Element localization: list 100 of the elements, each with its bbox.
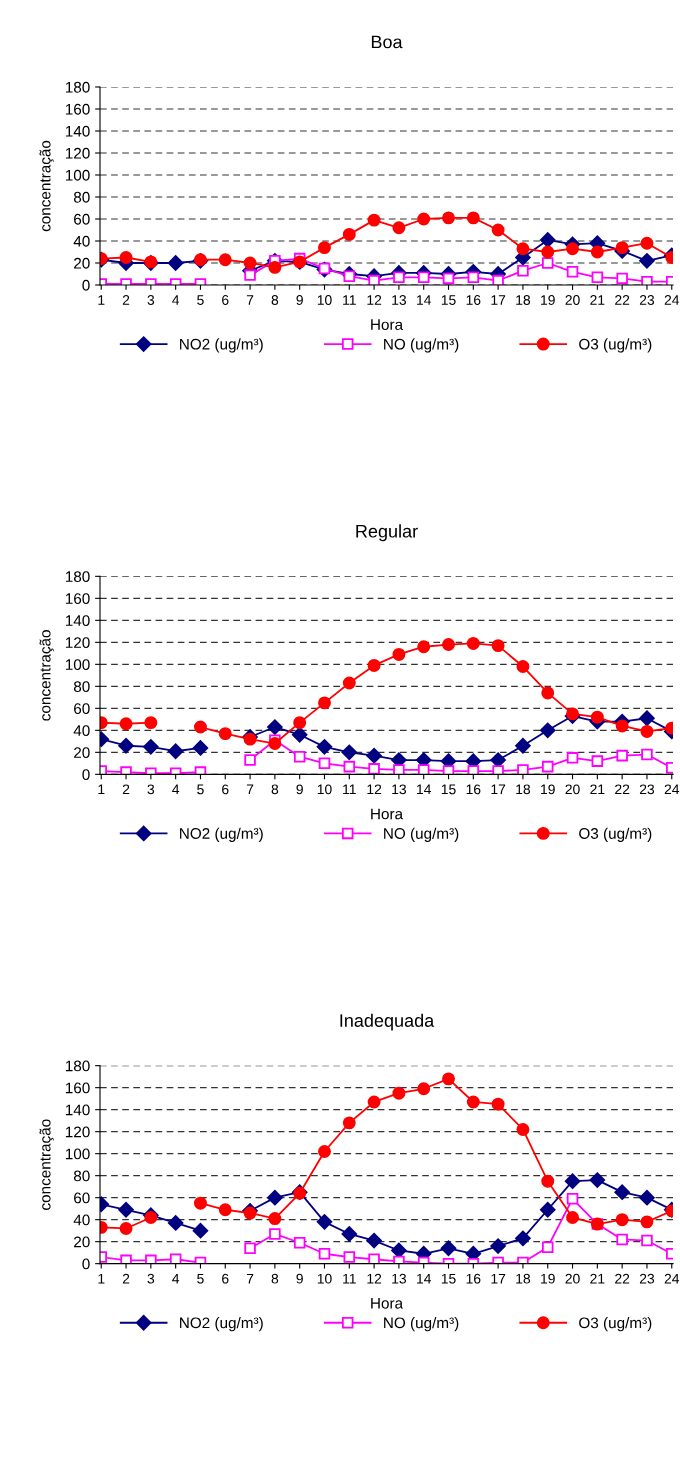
x-tick-label: 22 bbox=[615, 1273, 630, 1284]
x-tick-label: 21 bbox=[590, 784, 605, 795]
chart-title: Regular bbox=[356, 524, 418, 542]
y-tick-label: 60 bbox=[74, 703, 90, 715]
legend-label: NO (ug/m³) bbox=[384, 827, 459, 842]
y-tick-label: 120 bbox=[65, 147, 90, 159]
legend-label: O3 (ug/m³) bbox=[579, 1317, 652, 1332]
y-tick-label: 0 bbox=[82, 1258, 90, 1270]
x-tick-label: 17 bbox=[491, 295, 506, 305]
x-tick-label: 23 bbox=[639, 784, 655, 795]
x-axis-title: Hora bbox=[371, 808, 404, 820]
x-tick-label: 9 bbox=[296, 784, 303, 795]
chart-title: Boa bbox=[371, 35, 403, 49]
y-axis-title: concentração bbox=[39, 140, 54, 232]
x-tick-label: 20 bbox=[565, 1273, 580, 1284]
x-tick-label: 23 bbox=[639, 295, 655, 305]
x-tick-label: 12 bbox=[367, 1273, 382, 1284]
y-axis-title: concentração bbox=[39, 630, 54, 721]
x-tick-label: 4 bbox=[172, 784, 180, 795]
y-tick-label: 180 bbox=[65, 571, 90, 583]
x-tick-label: 22 bbox=[615, 295, 630, 305]
x-tick-label: 2 bbox=[122, 784, 130, 795]
x-tick-label: 3 bbox=[147, 1273, 155, 1284]
x-tick-label: 20 bbox=[565, 295, 580, 305]
x-tick-label: 8 bbox=[271, 784, 279, 795]
x-tick-label: 1 bbox=[98, 295, 105, 305]
x-tick-label: 1 bbox=[98, 1273, 105, 1284]
x-tick-label: 18 bbox=[516, 784, 531, 795]
x-tick-label: 15 bbox=[441, 295, 456, 305]
y-tick-label: 80 bbox=[73, 191, 90, 203]
x-tick-label: 6 bbox=[222, 1273, 229, 1284]
y-tick-label: 100 bbox=[65, 1148, 90, 1160]
y-tick-label: 60 bbox=[74, 1192, 90, 1204]
x-tick-label: 19 bbox=[541, 295, 555, 305]
x-axis-title: Hora bbox=[371, 319, 404, 330]
x-tick-label: 10 bbox=[317, 295, 332, 305]
x-tick-label: 12 bbox=[367, 295, 382, 305]
x-tick-label: 9 bbox=[296, 295, 303, 305]
x-tick-label: 24 bbox=[664, 784, 680, 795]
x-tick-label: 8 bbox=[271, 1273, 279, 1284]
x-axis-title: Hora bbox=[371, 1298, 404, 1309]
y-axis-title: concentração bbox=[39, 1119, 54, 1210]
x-tick-label: 11 bbox=[343, 784, 356, 795]
x-tick-label: 15 bbox=[441, 784, 456, 795]
x-tick-label: 19 bbox=[541, 784, 555, 795]
x-tick-label: 18 bbox=[516, 295, 531, 305]
y-tick-label: 20 bbox=[74, 1236, 90, 1248]
y-tick-label: 140 bbox=[65, 125, 90, 137]
y-tick-label: 80 bbox=[73, 681, 90, 693]
y-tick-label: 80 bbox=[73, 1170, 90, 1182]
x-tick-label: 16 bbox=[466, 295, 481, 305]
legend-label: NO2 (ug/m³) bbox=[180, 338, 263, 353]
y-tick-label: 120 bbox=[65, 637, 90, 649]
y-tick-label: 20 bbox=[74, 747, 90, 759]
x-tick-label: 1 bbox=[98, 784, 105, 795]
x-tick-label: 22 bbox=[615, 784, 630, 795]
legend-label: NO (ug/m³) bbox=[384, 1317, 459, 1332]
legend-label: NO2 (ug/m³) bbox=[180, 827, 263, 842]
x-tick-label: 21 bbox=[590, 295, 605, 305]
legend-label: NO2 (ug/m³) bbox=[180, 1317, 263, 1332]
x-tick-label: 3 bbox=[147, 295, 155, 305]
x-tick-label: 2 bbox=[122, 1273, 130, 1284]
legend-label: O3 (ug/m³) bbox=[579, 338, 652, 353]
x-tick-label: 10 bbox=[317, 784, 332, 795]
x-tick-label: 6 bbox=[222, 784, 229, 795]
y-tick-label: 20 bbox=[74, 257, 90, 269]
x-tick-label: 4 bbox=[172, 1273, 180, 1284]
x-tick-label: 2 bbox=[122, 295, 130, 305]
chart-title: Inadequada bbox=[340, 1013, 435, 1031]
x-tick-label: 23 bbox=[639, 1273, 655, 1284]
x-tick-label: 17 bbox=[491, 784, 506, 795]
x-tick-label: 5 bbox=[197, 784, 204, 795]
x-tick-label: 14 bbox=[417, 295, 432, 305]
x-tick-label: 13 bbox=[392, 295, 407, 305]
x-tick-label: 8 bbox=[271, 295, 279, 305]
x-tick-label: 14 bbox=[417, 1273, 432, 1284]
y-tick-label: 60 bbox=[74, 213, 90, 225]
x-tick-label: 5 bbox=[197, 295, 204, 305]
x-tick-label: 7 bbox=[246, 295, 254, 305]
x-tick-label: 19 bbox=[541, 1273, 555, 1284]
y-tick-label: 140 bbox=[65, 615, 90, 627]
y-tick-label: 40 bbox=[73, 725, 90, 737]
x-tick-label: 6 bbox=[222, 295, 229, 305]
x-tick-label: 10 bbox=[317, 1273, 332, 1284]
y-tick-label: 160 bbox=[65, 593, 90, 605]
y-tick-label: 0 bbox=[82, 769, 90, 781]
x-tick-label: 24 bbox=[664, 295, 680, 305]
y-tick-label: 120 bbox=[65, 1126, 90, 1138]
x-tick-label: 20 bbox=[565, 784, 580, 795]
x-tick-label: 13 bbox=[392, 1273, 407, 1284]
x-tick-label: 7 bbox=[246, 1273, 254, 1284]
y-tick-label: 180 bbox=[65, 81, 90, 93]
y-tick-label: 160 bbox=[65, 103, 90, 115]
x-tick-label: 3 bbox=[147, 784, 155, 795]
y-tick-label: 0 bbox=[82, 279, 90, 291]
x-tick-label: 11 bbox=[343, 295, 356, 305]
y-tick-label: 160 bbox=[65, 1082, 90, 1094]
y-tick-label: 40 bbox=[73, 235, 90, 247]
y-tick-label: 100 bbox=[65, 169, 90, 181]
y-tick-label: 40 bbox=[73, 1214, 90, 1226]
